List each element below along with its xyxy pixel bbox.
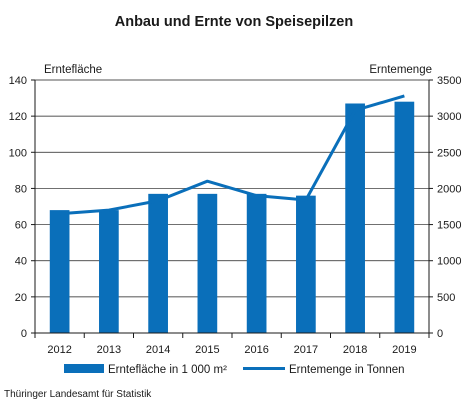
right-axis-ticks: 0 500 1000 1500 2000 2500 3000 3500 bbox=[437, 75, 461, 340]
right-tick-label: 3000 bbox=[437, 111, 461, 123]
x-tick-label: 2016 bbox=[244, 344, 268, 356]
x-tick-label: 2015 bbox=[195, 344, 219, 356]
chart-title: Anbau und Ernte von Speisepilzen bbox=[114, 14, 354, 30]
legend-line-label: Erntemenge in Tonnen bbox=[289, 364, 405, 376]
right-tick-label: 1500 bbox=[437, 220, 461, 232]
right-tick-label: 0 bbox=[437, 328, 443, 340]
line-path bbox=[59, 94, 405, 216]
right-axis-label: Erntemenge bbox=[369, 64, 432, 76]
x-tick-label: 2014 bbox=[146, 344, 170, 356]
axes bbox=[31, 79, 433, 338]
legend-bar-label: Erntefläche in 1 000 m² bbox=[108, 364, 227, 376]
bar-2016 bbox=[246, 193, 267, 333]
bar-series bbox=[49, 101, 415, 333]
x-tick-label: 2018 bbox=[343, 344, 367, 356]
left-tick-label: 40 bbox=[15, 256, 27, 268]
source-note: Thüringer Landesamt für Statistik bbox=[4, 389, 152, 400]
legend: Erntefläche in 1 000 m² Erntemenge in To… bbox=[64, 364, 405, 376]
right-tick-label: 2000 bbox=[437, 183, 461, 195]
left-tick-label: 120 bbox=[9, 111, 27, 123]
x-tick-label: 2017 bbox=[294, 344, 318, 356]
legend-bar-swatch bbox=[64, 364, 104, 373]
left-tick-label: 20 bbox=[15, 292, 27, 304]
right-tick-label: 2500 bbox=[437, 147, 461, 159]
bar-2013 bbox=[99, 210, 119, 333]
x-tick-label: 2013 bbox=[97, 344, 121, 356]
bar-2015 bbox=[197, 193, 218, 333]
x-tick-label: 2019 bbox=[392, 344, 416, 356]
left-tick-label: 80 bbox=[15, 183, 27, 195]
right-tick-label: 1000 bbox=[437, 256, 461, 268]
bar-2012 bbox=[49, 210, 70, 333]
right-tick-label: 500 bbox=[437, 292, 455, 304]
left-tick-label: 60 bbox=[15, 220, 27, 232]
line-series bbox=[59, 94, 405, 216]
left-axis-ticks: 0 20 40 60 80 100 120 140 bbox=[9, 75, 27, 340]
right-tick-label: 3500 bbox=[437, 75, 461, 87]
left-tick-label: 0 bbox=[21, 328, 27, 340]
x-tick-label: 2012 bbox=[47, 344, 71, 356]
x-axis-ticks: 2012 2013 2014 2015 2016 2017 2018 2019 bbox=[47, 344, 416, 356]
bar-2014 bbox=[148, 193, 168, 333]
bar-2017 bbox=[296, 195, 316, 333]
bar-2019 bbox=[394, 101, 415, 333]
left-axis-label: Erntefläche bbox=[44, 64, 102, 76]
left-tick-label: 100 bbox=[9, 147, 27, 159]
left-tick-label: 140 bbox=[9, 75, 27, 87]
bar-2018 bbox=[345, 103, 365, 333]
